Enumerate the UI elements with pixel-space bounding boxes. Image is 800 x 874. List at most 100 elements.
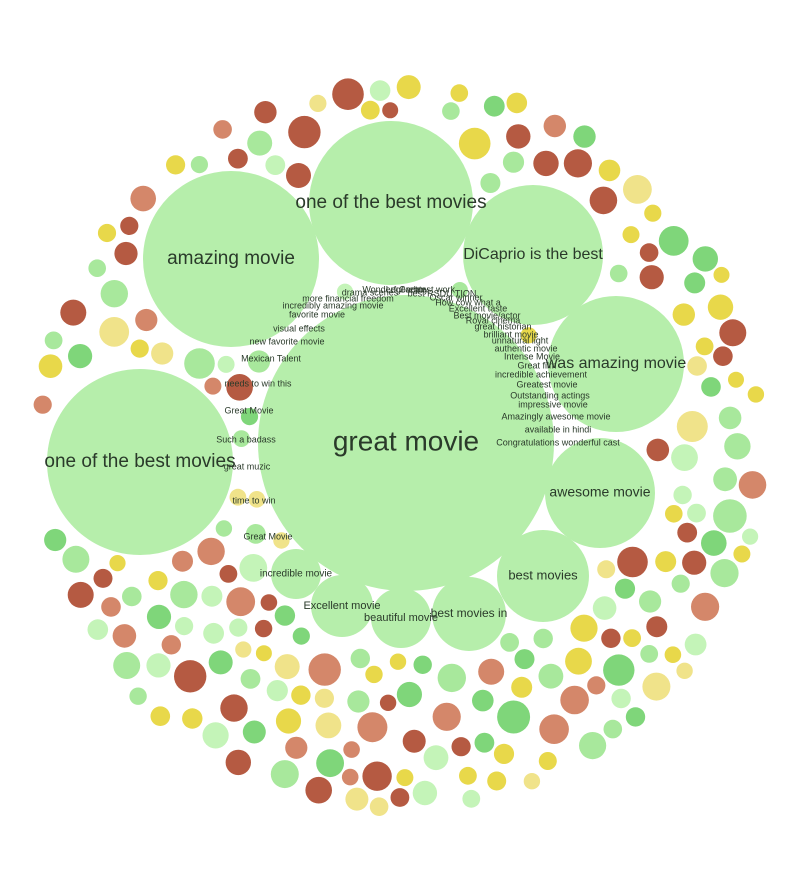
filler-bubble	[713, 467, 737, 492]
phrase-label: drama scenes	[342, 287, 399, 297]
filler-bubble	[175, 617, 194, 636]
filler-bubble	[487, 771, 507, 791]
filler-bubble	[506, 92, 528, 114]
filler-bubble	[396, 681, 422, 708]
filler-bubble	[658, 226, 689, 256]
phrase-label: favorite movie	[289, 309, 345, 319]
filler-bubble	[724, 433, 751, 460]
filler-bubble	[217, 355, 235, 373]
filler-bubble	[672, 303, 695, 326]
filler-bubble	[332, 78, 364, 110]
filler-bubble	[113, 652, 141, 679]
filler-bubble	[687, 356, 707, 376]
filler-bubble	[390, 788, 410, 807]
filler-bubble	[728, 371, 744, 388]
phrase-label: Oscar winner	[429, 292, 482, 302]
filler-bubble	[539, 714, 569, 744]
filler-bubble	[451, 737, 471, 757]
filler-bubble	[146, 604, 172, 630]
filler-bubble	[343, 741, 360, 758]
filler-bubble	[161, 635, 181, 655]
filler-bubble	[601, 628, 621, 648]
filler-bubble	[350, 648, 370, 669]
filler-bubble	[315, 712, 342, 739]
filler-bubble	[122, 586, 142, 607]
filler-bubble	[379, 694, 397, 711]
phrase-label: great muzic	[224, 461, 271, 471]
phrase-label: visual effects	[273, 323, 325, 333]
filler-bubble	[533, 150, 559, 177]
phrase-bubble	[311, 575, 373, 637]
filler-bubble	[305, 776, 333, 804]
phrase-label: How cow what a	[435, 297, 501, 307]
filler-bubble	[587, 676, 606, 695]
filler-bubble	[677, 522, 698, 543]
filler-bubble	[614, 578, 636, 599]
filler-bubble	[225, 749, 251, 776]
filler-bubble	[254, 101, 277, 124]
filler-bubble	[639, 590, 662, 613]
filler-bubble	[459, 766, 477, 785]
filler-bubble	[275, 708, 302, 734]
phrase-label: great movie	[333, 425, 479, 456]
filler-bubble	[570, 614, 598, 642]
phrase-label: Great Movie	[243, 531, 292, 541]
filler-bubble	[248, 491, 266, 508]
phrase-bubble	[271, 549, 321, 599]
labeled-bubbles	[47, 121, 684, 651]
phrase-label: Congratulations wonderful cast	[496, 437, 620, 447]
filler-bubble	[713, 499, 747, 533]
filler-bubble	[347, 690, 370, 713]
filler-bubble	[538, 752, 557, 770]
phrase-label: new favorite movie	[249, 336, 324, 346]
filler-bubble	[129, 687, 147, 705]
filler-bubble	[100, 280, 128, 308]
filler-bubble	[274, 654, 300, 680]
phrase-label: incredibly amazing movie	[282, 300, 383, 310]
filler-bubble	[341, 768, 359, 786]
phrase-label: Excellent taste	[449, 303, 508, 313]
filler-bubble	[112, 624, 137, 648]
filler-bubble	[719, 319, 747, 347]
filler-bubble	[228, 148, 248, 169]
filler-bubble	[97, 223, 117, 243]
phrase-label: great historian	[474, 321, 531, 331]
filler-bubble	[639, 243, 659, 262]
filler-bubble	[247, 350, 271, 373]
filler-bubble	[493, 743, 515, 765]
filler-bubble	[665, 505, 683, 523]
filler-bubble	[437, 663, 466, 693]
filler-bubble	[432, 702, 461, 731]
filler-bubble	[687, 503, 706, 523]
filler-bubble	[514, 649, 535, 670]
filler-bubble	[130, 185, 156, 212]
filler-bubble	[523, 773, 541, 790]
phrase-label: beautiful movie	[364, 612, 438, 624]
filler-bubble	[357, 712, 388, 743]
phrase-bubble	[497, 530, 589, 622]
filler-bubble	[389, 653, 407, 670]
filler-bubble	[396, 769, 414, 787]
phrase-label: Intense Movie	[504, 351, 560, 361]
filler-bubble	[120, 216, 139, 235]
filler-bubble	[450, 84, 469, 102]
filler-bubble	[458, 127, 491, 160]
filler-bubble	[671, 574, 690, 593]
filler-bubble	[182, 708, 203, 729]
filler-bubble	[603, 719, 623, 739]
filler-bubble	[190, 156, 208, 174]
filler-bubble	[314, 688, 334, 708]
phrase-label: impressive movie	[518, 399, 588, 409]
filler-bubble	[215, 520, 233, 537]
filler-bubble	[382, 102, 399, 119]
filler-bubble	[701, 377, 721, 397]
filler-bubble	[166, 155, 186, 175]
filler-bubble	[617, 546, 648, 578]
filler-bubble	[260, 594, 278, 611]
filler-bubble	[506, 124, 531, 149]
filler-bubble	[151, 342, 174, 365]
phrase-label: Wonderful actor	[362, 284, 425, 294]
filler-bubble	[204, 377, 222, 395]
filler-bubble	[308, 653, 341, 686]
